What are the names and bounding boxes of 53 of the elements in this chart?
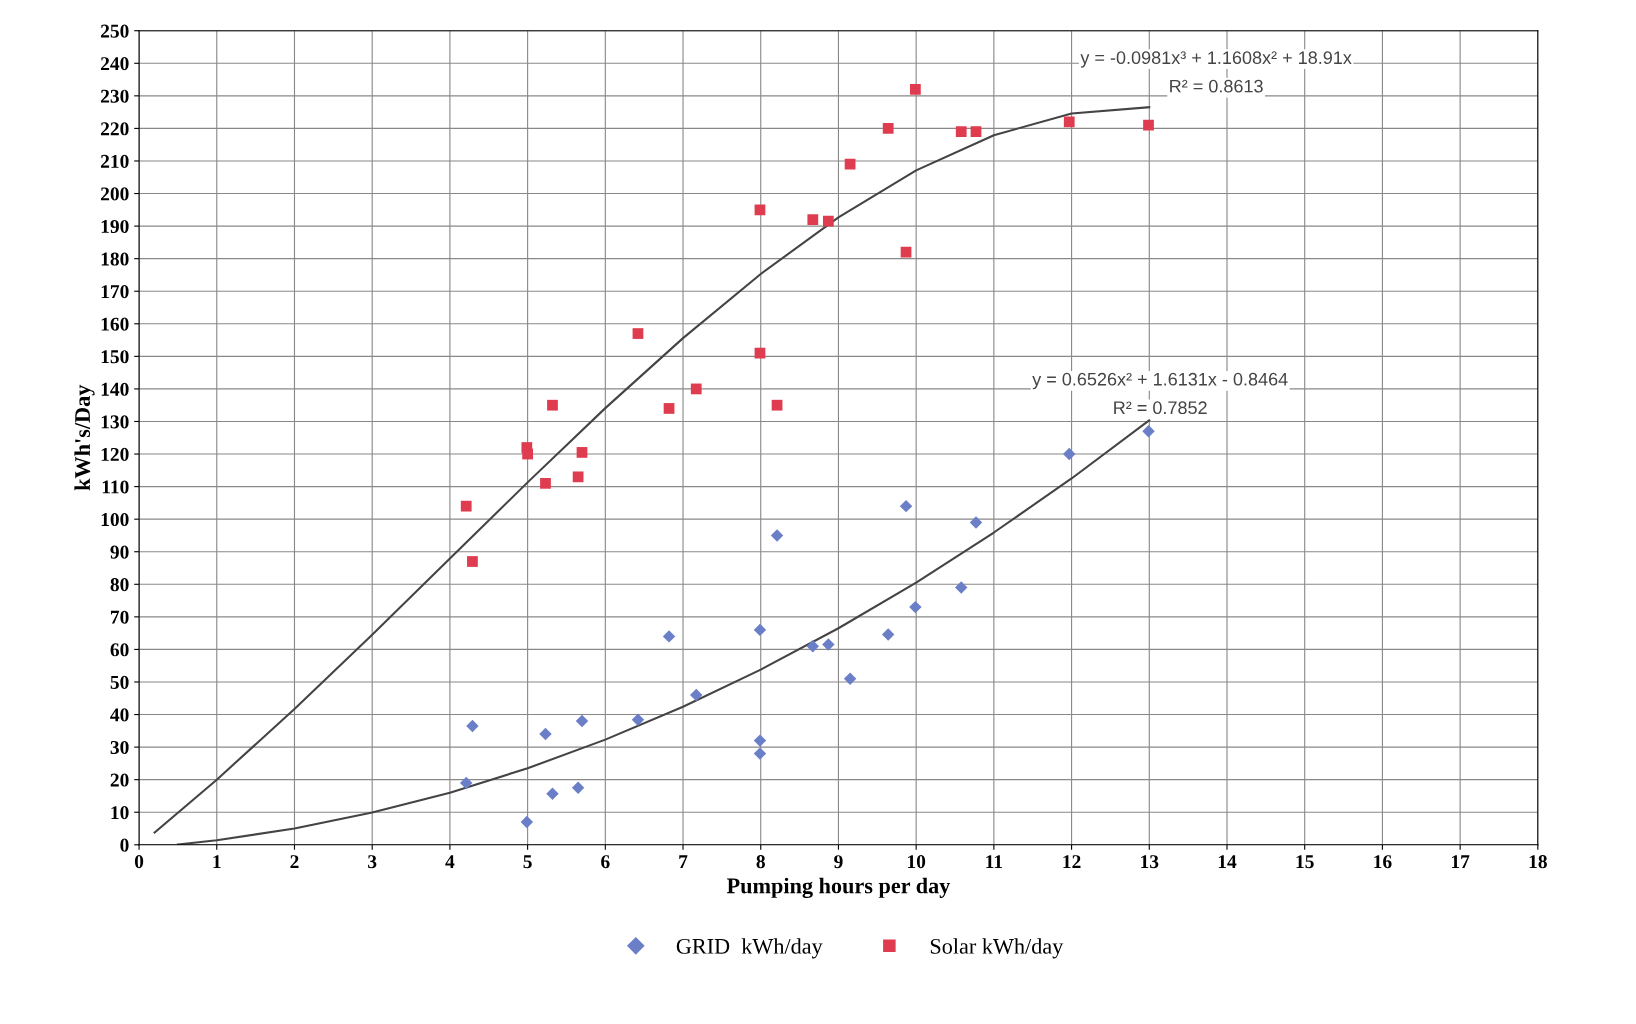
x-axis-title: Pumping hours per day — [726, 877, 951, 899]
annotation: y = 0.6526x² + 1.6131x - 0.8464 — [1032, 372, 1288, 390]
y-tick-label: 20 — [110, 773, 129, 787]
y-axis-title: kWh's/Day — [74, 384, 95, 491]
x-tick-label: 4 — [445, 855, 455, 869]
y-tick-label: 80 — [110, 578, 129, 592]
x-tick-label: 0 — [134, 855, 144, 869]
y-tick-label: 120 — [101, 447, 129, 461]
legend-label: Solar kWh/day — [930, 938, 1064, 959]
x-tick-label: 7 — [679, 855, 688, 869]
x-tick-label: 15 — [1296, 855, 1314, 869]
y-tick-label: 200 — [100, 187, 129, 201]
x-tick-label: 11 — [986, 855, 1003, 869]
legend-label: GRID kWh/day — [676, 938, 823, 959]
y-tick-label: 180 — [101, 252, 129, 266]
y-tick-label: 50 — [110, 675, 129, 689]
x-tick-label: 14 — [1218, 855, 1237, 869]
x-tick-label: 18 — [1529, 855, 1547, 869]
y-tick-label: 70 — [111, 610, 129, 624]
y-tick-label: 190 — [101, 219, 129, 234]
y-tick-label: 40 — [110, 708, 129, 722]
x-tick-label: 1 — [213, 855, 221, 869]
y-tick-label: 160 — [101, 317, 129, 331]
y-tick-label: 110 — [102, 480, 129, 494]
y-tick-label: 30 — [110, 740, 129, 755]
x-tick-label: 10 — [908, 855, 926, 869]
x-tick-label: 3 — [368, 855, 377, 869]
x-tick-label: 12 — [1063, 855, 1081, 869]
y-tick-label: 220 — [100, 122, 129, 136]
y-tick-label: 150 — [101, 350, 129, 364]
annotation: y = -0.0981x³ + 1.1608x² + 18.91x — [1080, 51, 1352, 68]
x-tick-label: 6 — [601, 855, 610, 869]
x-tick-label: 2 — [290, 855, 299, 869]
annotation: R² = 0.8613 — [1170, 79, 1263, 93]
y-tick-label: 100 — [101, 512, 129, 527]
y-tick-label: 130 — [101, 415, 129, 429]
x-tick-label: 16 — [1374, 855, 1392, 869]
annotation: R² = 0.7852 — [1114, 401, 1207, 415]
x-tick-label: 13 — [1141, 855, 1159, 869]
y-tick-label: 90 — [110, 545, 129, 559]
x-tick-label: 9 — [834, 855, 843, 869]
x-tick-label: 17 — [1451, 855, 1470, 869]
x-tick-label: 8 — [756, 855, 765, 869]
y-tick-label: 10 — [111, 806, 129, 820]
y-tick-label: 240 — [100, 57, 129, 71]
y-tick-label: 250 — [100, 24, 129, 38]
y-tick-label: 140 — [101, 382, 129, 396]
y-tick-label: 230 — [100, 89, 129, 103]
y-tick-label: 0 — [120, 838, 129, 852]
y-tick-label: 210 — [100, 154, 129, 168]
y-tick-label: 170 — [101, 285, 129, 299]
x-tick-label: 5 — [523, 855, 532, 869]
y-tick-label: 60 — [110, 643, 129, 657]
